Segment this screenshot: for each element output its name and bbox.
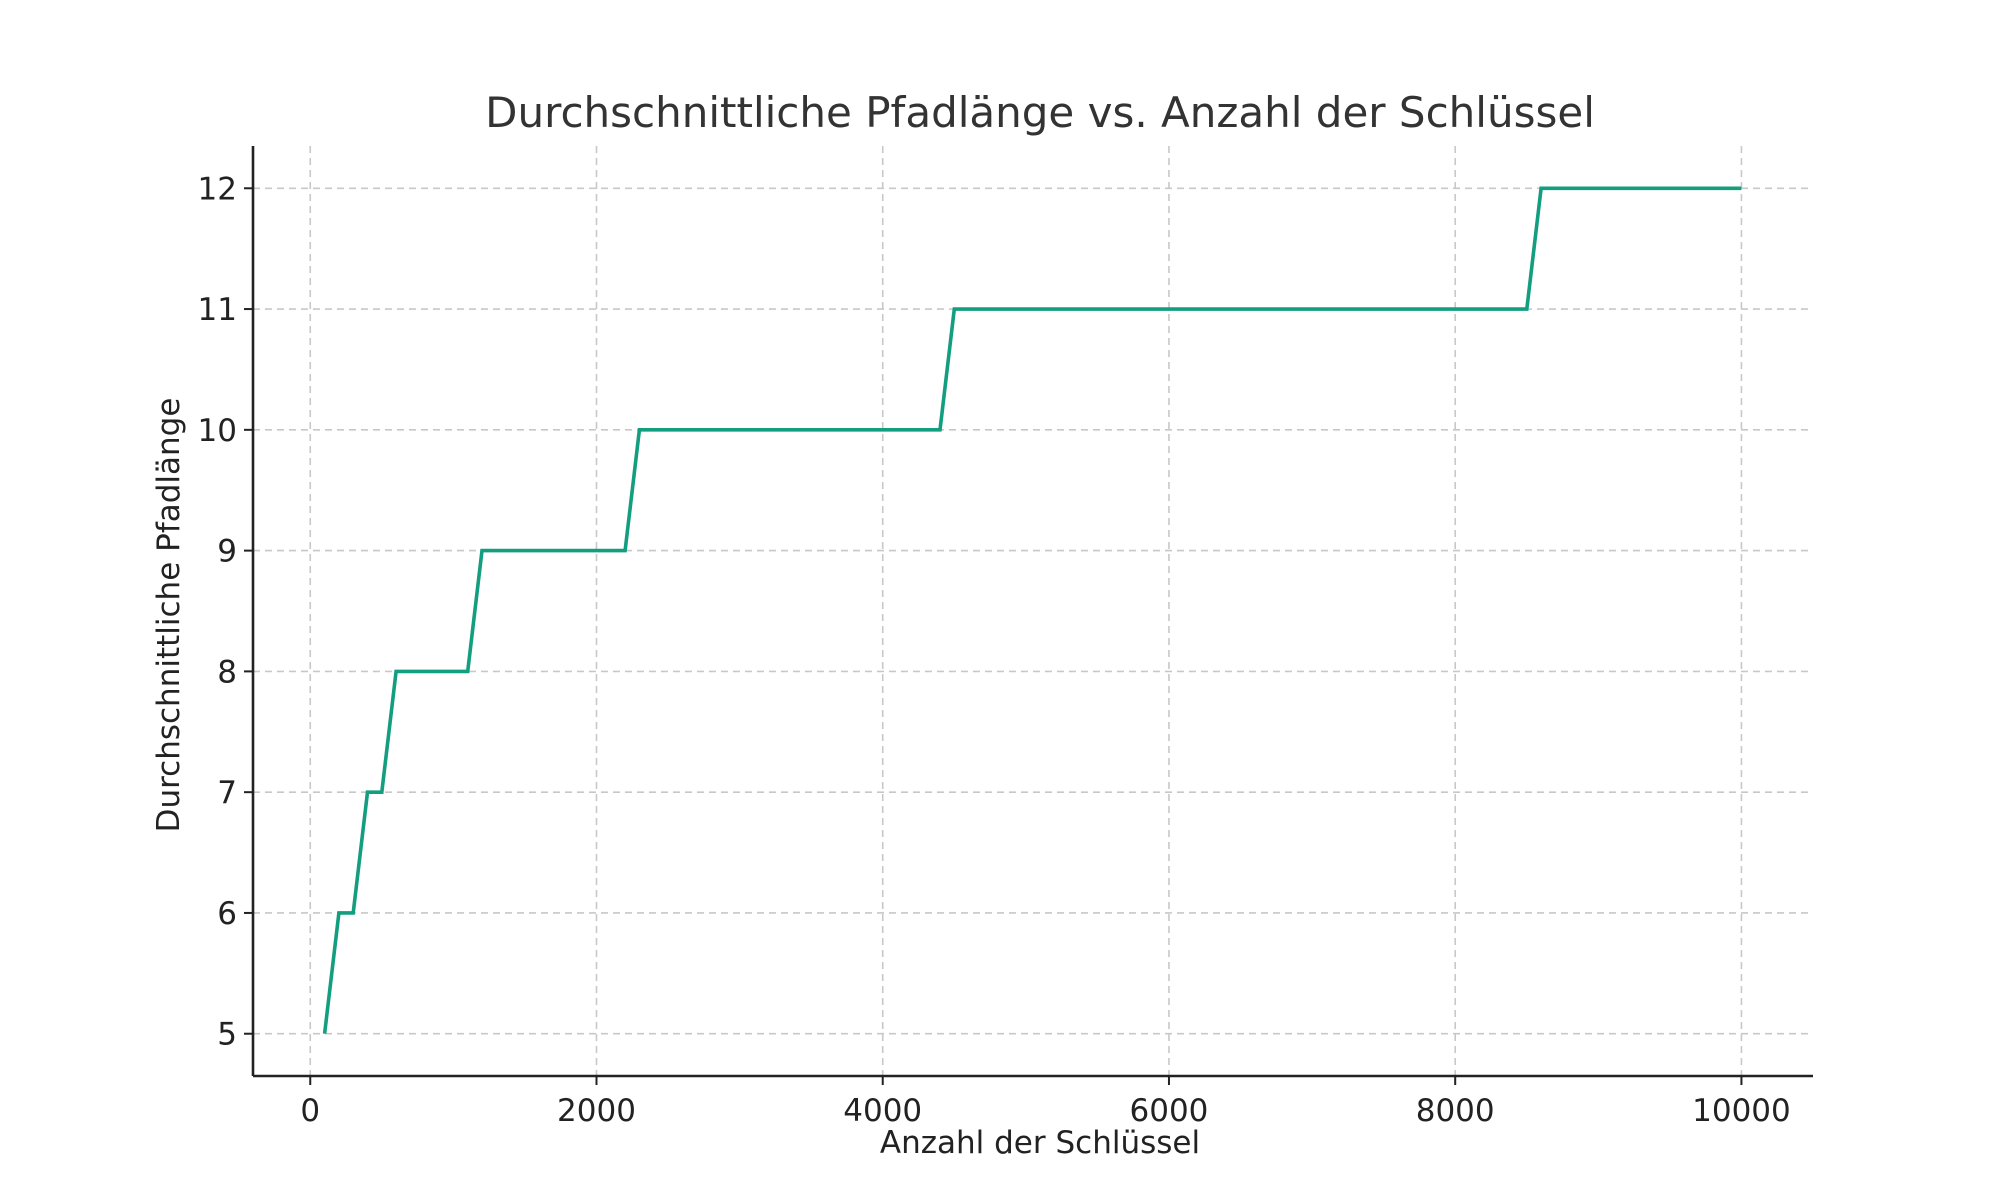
y-tick-label: 12 (198, 171, 237, 207)
y-tick-label: 9 (217, 534, 237, 570)
y-tick-label: 7 (217, 775, 237, 811)
y-tick-label: 11 (198, 292, 237, 328)
chart-title: Durchschnittliche Pfadlänge vs. Anzahl d… (485, 88, 1595, 137)
y-axis-label: Durchschnittliche Pfadlänge (151, 398, 187, 833)
y-tick-label: 10 (198, 413, 237, 449)
y-tick-label: 8 (217, 654, 237, 690)
series-line (322, 186, 1742, 1034)
grid-layer (253, 146, 1813, 1076)
x-tick-label: 6000 (1130, 1093, 1209, 1129)
y-tick-label: 6 (217, 896, 237, 932)
axes-layer: 0 2000 4000 6000 8000 10000 5 6 7 8 9 10 11 12 (198, 146, 1813, 1129)
x-axis-label: Anzahl der Schlüssel (880, 1125, 1200, 1161)
x-tick-label: 2000 (557, 1093, 636, 1129)
series-layer (322, 186, 1742, 1034)
x-tick-label: 8000 (1416, 1093, 1495, 1129)
x-tick-label: 10000 (1692, 1093, 1791, 1129)
x-tick-label: 0 (300, 1093, 320, 1129)
x-tick-label: 4000 (843, 1093, 922, 1129)
y-tick-label: 5 (217, 1017, 237, 1053)
